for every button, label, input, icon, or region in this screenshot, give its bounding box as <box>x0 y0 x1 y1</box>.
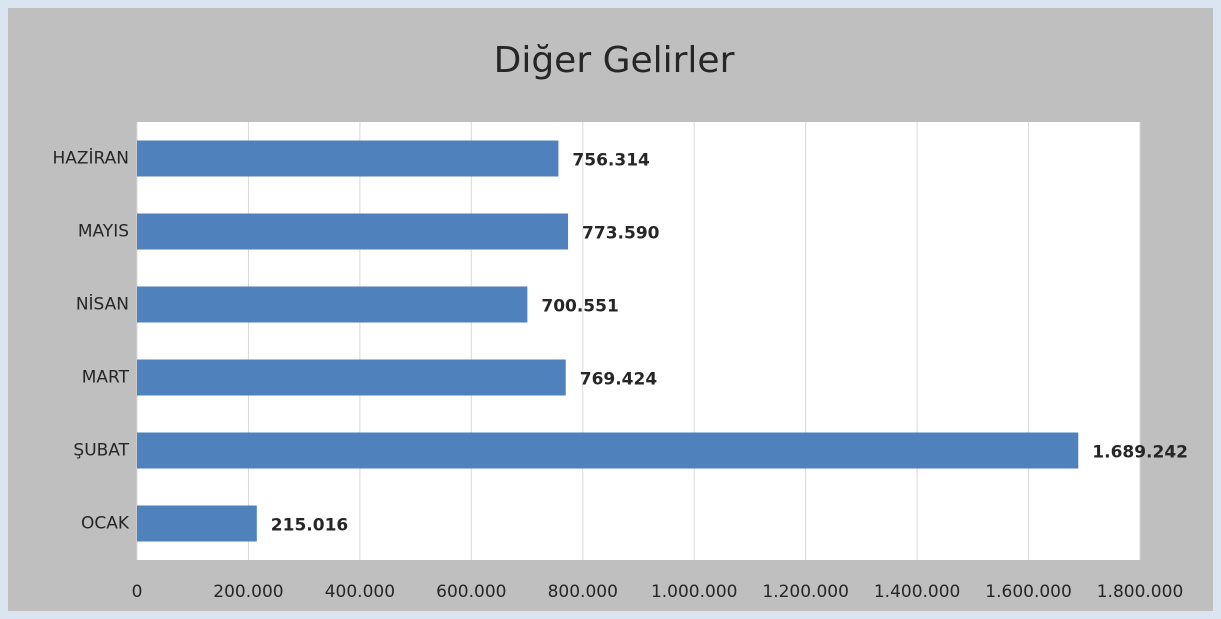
y-tick-label: HAZİRAN <box>52 148 129 169</box>
y-tick-label: ŞUBAT <box>73 441 129 461</box>
data-label: 1.689.242 <box>1092 443 1188 463</box>
x-tick-label: 1.400.000 <box>874 582 961 602</box>
x-tick-label: 400.000 <box>325 582 395 602</box>
x-tick-label: 600.000 <box>436 582 506 602</box>
bar <box>137 213 569 250</box>
x-tick-label: 1.800.000 <box>1097 582 1184 602</box>
x-tick-label: 800.000 <box>548 582 618 602</box>
chart-title: Diğer Gelirler <box>494 40 735 81</box>
x-tick-label: 1.200.000 <box>762 582 849 602</box>
bar <box>137 359 566 396</box>
x-tick-label: 1.000.000 <box>651 582 738 602</box>
data-label: 215.016 <box>271 516 348 536</box>
bar <box>137 286 528 323</box>
x-tick-label: 1.600.000 <box>985 582 1072 602</box>
y-tick-label: MAYIS <box>78 222 129 242</box>
y-tick-label: MART <box>82 368 130 388</box>
data-label: 700.551 <box>541 297 618 317</box>
data-label: 756.314 <box>572 151 650 171</box>
bar <box>137 140 559 177</box>
bar <box>137 432 1079 469</box>
y-tick-label: NİSAN <box>76 294 129 315</box>
data-label: 773.590 <box>582 224 660 244</box>
bar <box>137 505 257 542</box>
y-tick-label: OCAK <box>81 514 130 534</box>
x-tick-label: 0 <box>132 582 143 602</box>
data-label: 769.424 <box>580 370 658 390</box>
x-tick-label: 200.000 <box>213 582 283 602</box>
plot-area <box>137 122 1140 560</box>
